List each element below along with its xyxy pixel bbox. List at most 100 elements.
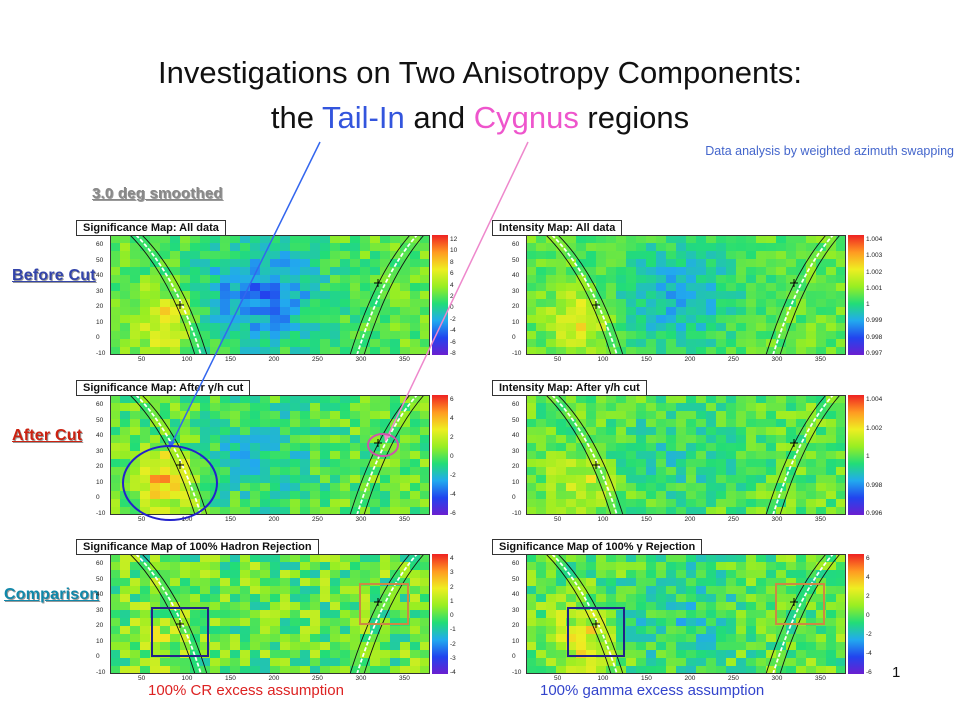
colorbar-tick-label: 6 — [866, 555, 870, 562]
y-tick-label: 20 — [96, 303, 104, 310]
y-tick-label: 20 — [512, 303, 520, 310]
colorbar-tick-label: 8 — [450, 258, 454, 266]
y-tick-label: 30 — [96, 287, 104, 295]
x-tick-label: 100 — [181, 356, 193, 363]
x-tick-label: 150 — [641, 516, 652, 523]
y-tick-label: 10 — [512, 478, 520, 486]
y-tick-label: 20 — [512, 622, 520, 629]
colorbar-tick-label: 0 — [450, 304, 454, 312]
colorbar-tick-label: 1 — [450, 597, 454, 605]
y-tick-label: 50 — [96, 256, 104, 264]
x-tick-label: 200 — [268, 356, 280, 363]
x-tick-label: 350 — [815, 356, 826, 363]
colorbar-tick-label: 0.998 — [866, 481, 883, 489]
cygnus-box-left — [359, 583, 409, 625]
y-tick-label: 10 — [96, 478, 104, 486]
y-tick-label: 60 — [96, 401, 104, 408]
colorbar-tick-label: 6 — [450, 270, 454, 278]
panel-title-4: Intensity Map: After γ/h cut — [492, 380, 647, 396]
x-tick-label: 50 — [138, 516, 146, 523]
tail-in-box-left — [151, 607, 209, 657]
x-tick-label: 150 — [641, 356, 652, 363]
colorbar-tick-label: 1.004 — [866, 396, 883, 403]
y-tick-label: 40 — [96, 272, 104, 279]
y-tick-label: 50 — [96, 416, 104, 424]
x-tick-label: 100 — [181, 516, 193, 523]
title-line-2: the Tail-In and Cygnus regions — [40, 95, 920, 140]
analysis-note: Data analysis by weighted azimuth swappi… — [705, 144, 954, 158]
x-tick-label: 250 — [312, 356, 323, 363]
colorbar-tick-label: 0.996 — [866, 510, 883, 517]
colorbar-tick-label: 1 — [866, 301, 870, 309]
x-tick-label: 50 — [554, 516, 562, 523]
y-tick-label: 60 — [96, 241, 104, 248]
y-tick-label: 40 — [512, 432, 520, 439]
colorbar-tick-label: -6 — [450, 338, 456, 346]
title-line-1: Investigations on Two Anisotropy Compone… — [158, 55, 802, 90]
after-cut-label: After Cut — [12, 427, 83, 444]
x-tick-label: 50 — [554, 675, 562, 682]
x-tick-label: 50 — [138, 675, 146, 682]
x-tick-label: 250 — [728, 356, 739, 363]
x-tick-label: 200 — [684, 516, 696, 523]
x-tick-label: 300 — [771, 356, 783, 363]
colorbar-5 — [432, 554, 448, 674]
colorbar-tick-label: 6 — [450, 396, 454, 403]
colorbar-tick-label: 1.002 — [866, 268, 883, 276]
y-tick-label: 20 — [512, 463, 520, 470]
y-tick-label: 0 — [512, 653, 516, 660]
colorbar-tick-label: 1.004 — [866, 236, 883, 243]
x-tick-label: 100 — [597, 356, 609, 363]
colorbar-1 — [432, 235, 448, 355]
colorbar-tick-label: 0.999 — [866, 317, 883, 325]
tail-in-ellipse — [122, 445, 218, 521]
colorbar-tick-label: 4 — [450, 555, 454, 562]
colorbar-tick-label: 1.002 — [866, 424, 883, 432]
y-tick-label: 0 — [96, 653, 100, 660]
y-tick-label: -10 — [96, 668, 106, 676]
y-tick-label: 60 — [512, 560, 520, 567]
y-tick-label: 30 — [512, 447, 520, 455]
y-tick-label: 0 — [96, 334, 100, 341]
y-tick-label: -10 — [512, 668, 522, 676]
panel-title-3: Significance Map: After γ/h cut — [76, 380, 251, 396]
colorbar-tick-label: 0.998 — [866, 333, 883, 341]
significance-map-gamma-rejection — [526, 554, 846, 674]
colorbar-tick-label: -4 — [450, 669, 456, 676]
x-tick-label: 250 — [312, 675, 323, 682]
colorbar-tick-label: 0 — [866, 612, 870, 619]
colorbar-6 — [848, 554, 864, 674]
x-tick-label: 150 — [225, 675, 236, 682]
y-tick-label: 50 — [96, 575, 104, 583]
smoothed-label: 3.0 deg smoothed — [92, 185, 223, 202]
colorbar-tick-label: -1 — [450, 626, 456, 634]
x-tick-label: 250 — [728, 675, 739, 682]
panel-title-6: Significance Map of 100% γ Rejection — [492, 539, 703, 555]
y-tick-label: 60 — [512, 241, 520, 248]
colorbar-tick-label: 0 — [450, 612, 454, 619]
colorbar-tick-label: -8 — [450, 350, 456, 357]
y-tick-label: 0 — [512, 334, 516, 341]
cygnus-arrow-head — [384, 434, 390, 442]
x-tick-label: 300 — [355, 675, 367, 682]
y-tick-label: -10 — [96, 509, 106, 517]
title-post: regions — [578, 100, 690, 135]
colorbar-tick-label: 1.001 — [866, 284, 883, 292]
tail-in-arrow-head — [168, 441, 175, 449]
x-tick-label: 250 — [728, 516, 739, 523]
y-tick-label: 0 — [96, 494, 100, 501]
y-tick-label: -10 — [512, 349, 522, 357]
x-tick-label: 200 — [684, 356, 696, 363]
colorbar-tick-label: 2 — [450, 583, 454, 591]
cygnus-ellipse — [367, 433, 399, 457]
colorbar-2 — [848, 235, 864, 355]
comparison-label: Comparison — [4, 586, 100, 603]
x-tick-label: 350 — [399, 675, 410, 682]
colorbar-tick-label: 0.997 — [866, 350, 883, 357]
x-tick-label: 100 — [597, 675, 609, 682]
title-tail-in: Tail-In — [322, 100, 405, 135]
colorbar-tick-label: 12 — [450, 236, 458, 243]
y-tick-label: 60 — [512, 401, 520, 408]
colorbar-tick-label: 2 — [450, 434, 454, 441]
